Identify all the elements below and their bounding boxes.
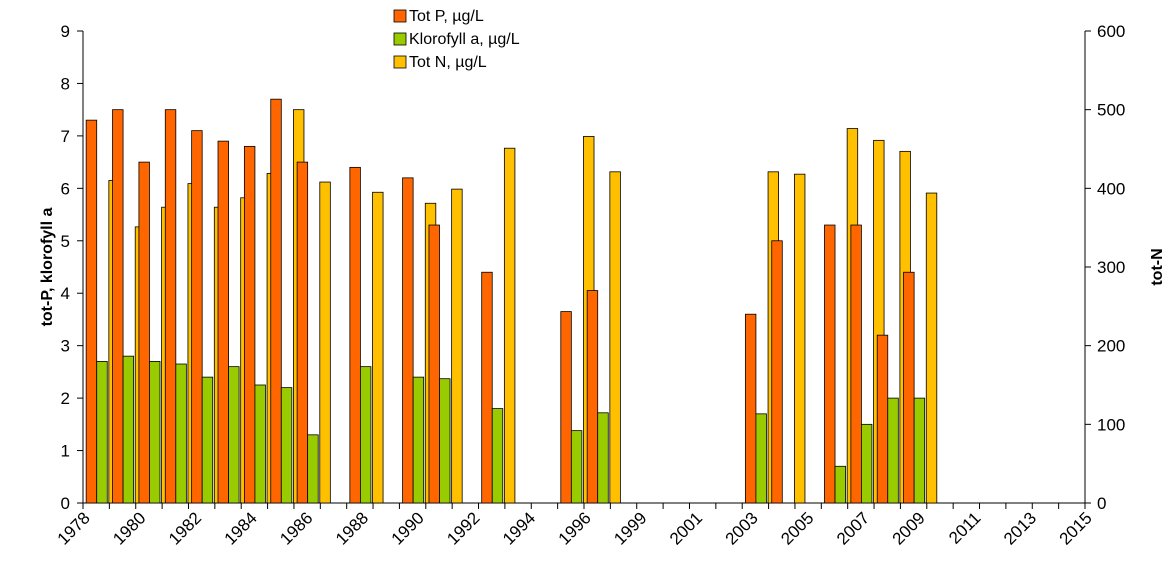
bar-tot-p	[138, 161, 150, 504]
right-tick-label: 0	[1097, 494, 1106, 513]
bar-klorofyll-a	[860, 423, 873, 504]
x-tick-label: 1994	[499, 508, 539, 548]
bar-tot-p	[296, 161, 309, 504]
x-tick-label: 1986	[276, 508, 316, 548]
x-tick-label: 2003	[722, 508, 762, 548]
left-tick-label: 9	[61, 22, 70, 41]
bar-tot-p	[270, 98, 282, 504]
bar-tot-n	[451, 188, 463, 504]
bar-tot-n	[609, 171, 621, 504]
x-tick-label: 1982	[165, 508, 205, 548]
x-tick-label: 1999	[610, 508, 650, 548]
bar-tot-p	[191, 130, 203, 504]
x-tick-label: 2011	[945, 508, 984, 547]
bar-tot-n	[925, 192, 938, 504]
bar-tot-p	[428, 224, 440, 504]
legend-item-klorofyll-a-swatch	[393, 32, 407, 46]
bar-klorofyll-a	[755, 413, 767, 504]
bar-tot-p	[164, 109, 177, 504]
x-tick-label: 1978	[54, 508, 94, 548]
bar-klorofyll-a	[570, 430, 583, 504]
right-tick-label: 300	[1097, 258, 1125, 277]
x-tick-label: 1988	[332, 508, 372, 548]
bar-tot-p	[876, 334, 889, 504]
x-tick-label: 2015	[1056, 508, 1096, 548]
bar-tot-n	[319, 181, 331, 504]
right-tick-label: 600	[1097, 22, 1125, 41]
right-tick-label: 400	[1097, 179, 1125, 198]
bar-klorofyll-a	[887, 397, 899, 504]
bar-tot-p	[771, 240, 783, 504]
bar-tot-p	[903, 271, 915, 504]
bar-tot-p	[349, 166, 361, 504]
bar-klorofyll-a	[149, 360, 161, 504]
left-tick-label: 0	[61, 494, 70, 513]
right-tick-label: 200	[1097, 337, 1125, 356]
right-tick-label: 100	[1097, 415, 1125, 434]
bar-tot-p	[850, 224, 862, 504]
x-tick-label: 1984	[221, 508, 261, 548]
bar-klorofyll-a	[913, 397, 926, 504]
x-tick-label: 1996	[555, 508, 595, 548]
left-tick-label: 4	[61, 284, 70, 303]
bar-tot-n	[794, 173, 806, 504]
bar-tot-p	[402, 177, 414, 504]
left-tick-label: 7	[61, 127, 70, 146]
bar-klorofyll-a	[439, 378, 451, 504]
bar-tot-p	[243, 145, 256, 504]
legend: Tot P, µg/L Klorofyll a, µg/L Tot N, µg/L	[393, 8, 520, 71]
left-tick-label: 5	[61, 232, 70, 251]
left-tick-label: 2	[61, 389, 70, 408]
bar-tot-n	[503, 147, 516, 504]
bar-tot-p	[112, 109, 124, 504]
x-tick-label: 1980	[109, 508, 149, 548]
x-tick-label: 2005	[777, 508, 817, 548]
left-tick-label: 6	[61, 179, 70, 198]
bar-tot-p	[85, 119, 98, 504]
bar-klorofyll-a	[228, 366, 240, 504]
bar-tot-n	[372, 191, 384, 504]
bar-tot-p	[217, 140, 229, 504]
bar-klorofyll-a	[280, 387, 293, 504]
bar-klorofyll-a	[201, 376, 214, 504]
legend-item-tot-n-swatch	[393, 55, 407, 69]
x-tick-label: 1992	[443, 508, 483, 548]
bar-klorofyll-a	[412, 376, 425, 504]
left-tick-label: 1	[61, 442, 70, 461]
right-tick-label: 500	[1097, 101, 1125, 120]
bar-klorofyll-a	[122, 355, 135, 504]
bar-tot-p	[560, 311, 572, 504]
legend-item-tot-p-swatch	[393, 9, 407, 23]
legend-item-tot-n-label: Tot N, µg/L	[409, 54, 487, 71]
bar-tot-p	[824, 224, 836, 504]
legend-item-tot-p-label: Tot P, µg/L	[409, 8, 484, 25]
bar-tot-p	[481, 271, 493, 504]
bar-klorofyll-a	[359, 366, 372, 504]
bar-klorofyll-a	[597, 412, 609, 504]
x-tick-label: 2001	[666, 508, 706, 548]
x-tick-label: 2009	[889, 508, 929, 548]
bar-klorofyll-a	[175, 363, 187, 504]
legend-item-klorofyll-a-label: Klorofyll a, µg/L	[409, 31, 520, 48]
bar-tot-p	[744, 313, 757, 504]
left-tick-label: 3	[61, 337, 70, 356]
bar-klorofyll-a	[834, 465, 846, 504]
y-right-axis-title: tot-N	[1149, 248, 1166, 285]
y-left-axis-title: tot-P, klorofyll a	[39, 207, 56, 326]
bar-klorofyll-a	[491, 408, 504, 504]
x-tick-label: 2013	[1000, 508, 1040, 548]
bar-klorofyll-a	[307, 434, 319, 504]
x-tick-label: 2007	[833, 508, 873, 548]
x-tick-label: 1990	[388, 508, 428, 548]
left-tick-label: 8	[61, 74, 70, 93]
bar-klorofyll-a	[96, 360, 108, 504]
bar-klorofyll-a	[254, 384, 266, 504]
bar-tot-p	[586, 290, 599, 504]
